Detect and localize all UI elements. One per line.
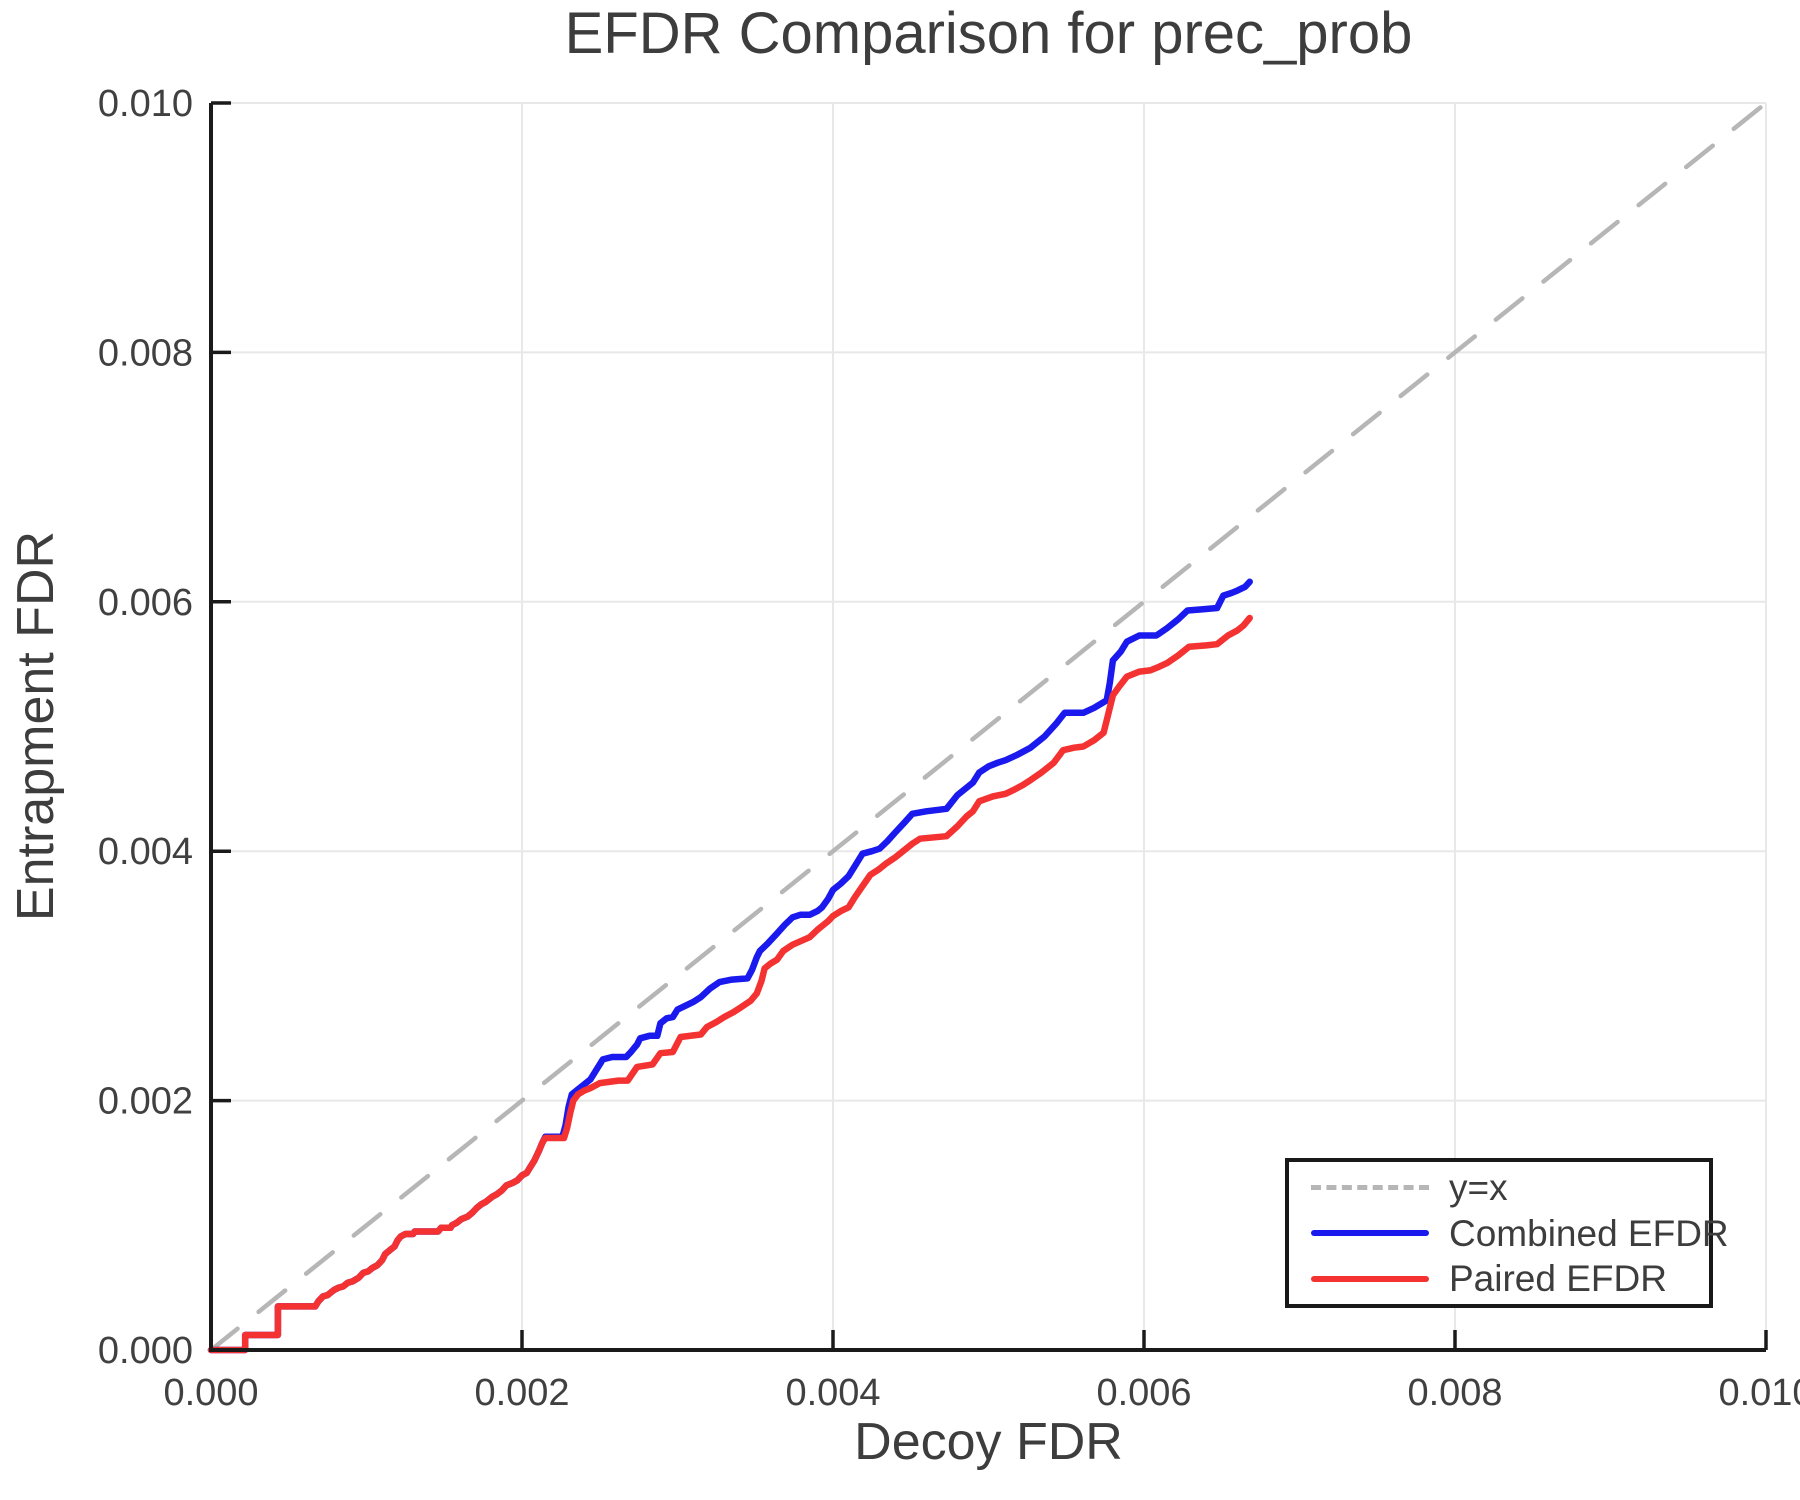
x-tick-label: 0.008 xyxy=(1407,1372,1502,1414)
legend-entry-paired: Paired EFDR xyxy=(1311,1259,1709,1298)
y-axis-label: Entrapment FDR xyxy=(7,530,65,922)
legend-label-combined: Combined EFDR xyxy=(1449,1212,1729,1254)
y-tick-label: 0.006 xyxy=(98,582,193,624)
legend-label-yx: y=x xyxy=(1449,1166,1508,1208)
series-line-combined-efdr xyxy=(207,578,1253,1354)
x-axis-label: Decoy FDR xyxy=(854,1413,1123,1471)
legend-line-sample-paired xyxy=(1311,1275,1429,1282)
x-tick-label: 0.000 xyxy=(163,1372,258,1414)
y-tick-label: 0.004 xyxy=(98,831,193,873)
y-tick-label: 0.010 xyxy=(98,83,193,125)
legend-line-sample-dashed xyxy=(1311,1184,1429,1190)
y-tick-label: 0.002 xyxy=(98,1081,193,1123)
legend-box: y=x Combined EFDR Paired EFDR xyxy=(1285,1158,1729,1308)
chart-title: EFDR Comparison for prec_prob xyxy=(564,1,1413,66)
series-line-paired-efdr xyxy=(207,614,1253,1354)
x-tick-label: 0.006 xyxy=(1096,1372,1191,1414)
x-tick-label: 0.002 xyxy=(474,1372,569,1414)
axis-ticks xyxy=(209,101,1768,1352)
y-tick-label: 0.008 xyxy=(98,332,193,374)
legend-line-sample-combined xyxy=(1311,1230,1429,1236)
tick-labels: 0.000 0.002 0.004 0.006 0.008 0.010 0.000 0.002… xyxy=(98,83,1800,1414)
x-tick-label: 0.004 xyxy=(785,1372,880,1414)
legend-entry-yx: y=x xyxy=(1311,1168,1709,1207)
y-tick-label: 0.000 xyxy=(98,1330,193,1372)
series-lines xyxy=(207,100,1769,1354)
series-line-y-x xyxy=(208,100,1769,1353)
axis-spines xyxy=(209,103,1766,1352)
legend-label-paired: Paired EFDR xyxy=(1449,1258,1667,1300)
legend-entry-combined: Combined EFDR xyxy=(1311,1214,1729,1253)
x-tick-label: 0.010 xyxy=(1718,1372,1800,1414)
